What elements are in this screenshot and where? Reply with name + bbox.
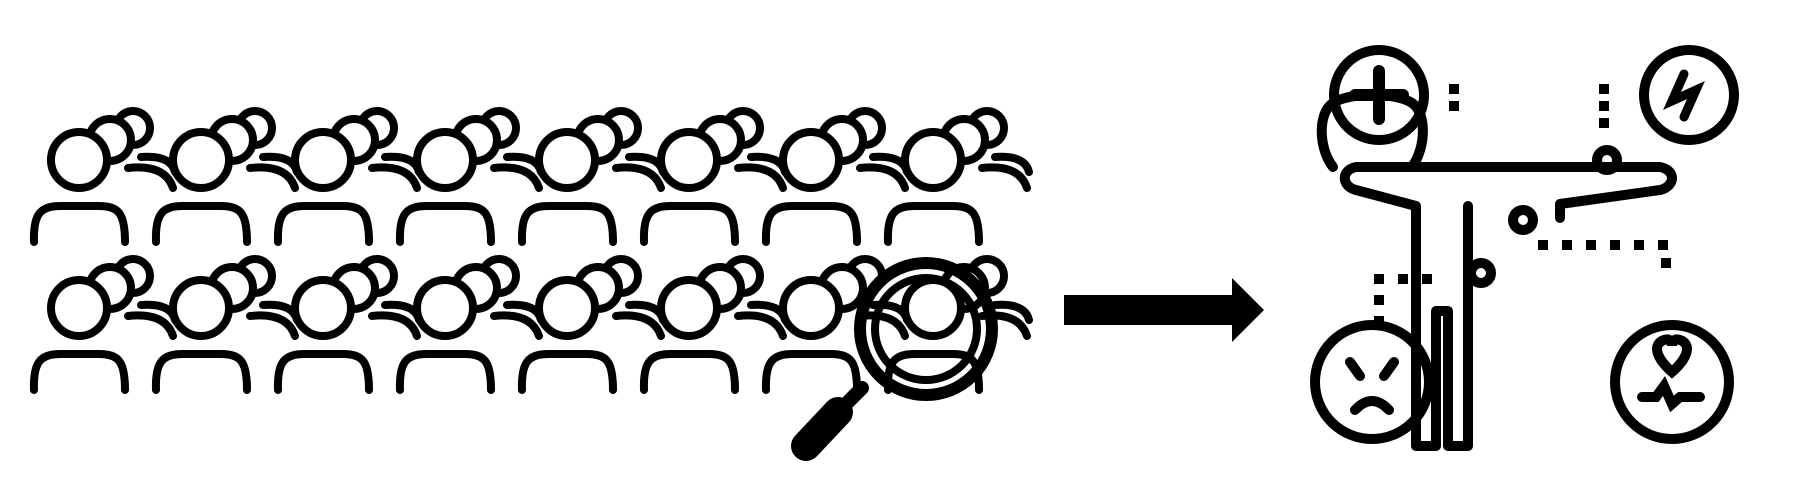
connector-dot — [1374, 295, 1384, 305]
right-arrow-icon — [1064, 278, 1264, 342]
connector-dot — [1538, 240, 1548, 250]
person-health-diagnosis-icon — [1316, 89, 1677, 451]
connector-dots — [1374, 84, 1671, 326]
heart-pulse-icon — [1610, 320, 1734, 444]
connector-dot — [1586, 240, 1596, 250]
connector-dot — [1449, 101, 1459, 111]
connector-dot — [1658, 240, 1668, 250]
connector-dot — [1374, 274, 1384, 284]
connector-dot — [1661, 258, 1671, 268]
connector-dot — [1599, 84, 1609, 94]
person-group-icon — [888, 111, 1029, 242]
connector-dot — [1599, 101, 1609, 111]
connector-dot — [1634, 240, 1644, 250]
connector-dot — [1422, 274, 1432, 284]
connector-dot — [1599, 118, 1609, 128]
connector-dot — [1374, 316, 1384, 326]
magnifying-glass-icon — [791, 257, 998, 461]
connector-dot — [1449, 84, 1459, 94]
connector-dot — [1398, 274, 1408, 284]
health-badges — [1310, 45, 1739, 444]
connector-dot — [1610, 240, 1620, 250]
sick-face-icon — [1310, 320, 1434, 444]
connector-dot — [1562, 240, 1572, 250]
medical-plus-icon — [1329, 45, 1429, 145]
lightning-bolt-icon — [1639, 45, 1739, 145]
